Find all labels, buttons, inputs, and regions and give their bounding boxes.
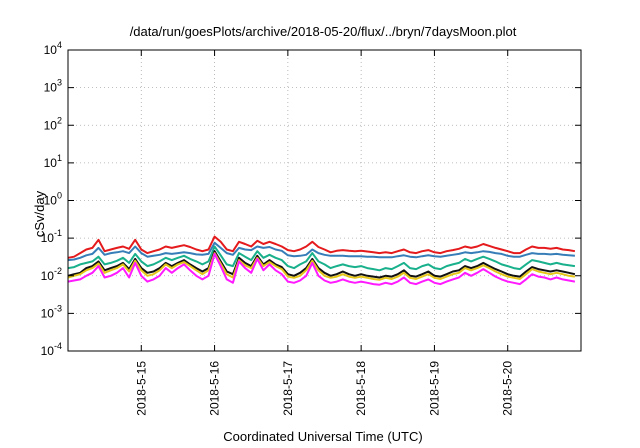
y-tick-label: 10-4 — [41, 341, 62, 358]
y-tick-label: 10-3 — [41, 303, 62, 320]
y-tick-label: 104 — [44, 40, 62, 57]
plot-frame — [67, 49, 582, 352]
x-tick-label: 2018-5-16 — [208, 361, 222, 416]
y-tick-label: 10-2 — [41, 266, 62, 283]
x-axis-label: Coordinated Universal Time (UTC) — [223, 429, 422, 444]
x-tick-label: 2018-5-18 — [354, 361, 368, 416]
grid — [68, 50, 581, 351]
y-tick-labels: 10-4 10-3 10-2 10-1 100 101 102 103 104 — [41, 40, 62, 358]
series-line-2 — [67, 241, 575, 262]
x-tick-labels: 2018-5-15 2018-5-16 2018-5-17 2018-5-18 2018… — [134, 361, 514, 416]
series-line-4 — [67, 250, 576, 279]
y-tick-label: 10-1 — [41, 228, 62, 245]
y-tick-label: 101 — [44, 153, 62, 170]
y-axis-label: cSv/day — [32, 190, 47, 237]
y-tick-label: 103 — [44, 78, 62, 95]
series-line-1 — [67, 235, 576, 259]
y-tick-label: 102 — [44, 115, 62, 132]
x-tick-label: 2018-5-19 — [427, 361, 441, 416]
series-line-3 — [67, 245, 576, 272]
y-tick-label: 100 — [44, 191, 62, 208]
x-tick-label: 2018-5-20 — [501, 361, 515, 416]
chart-title: /data/run/goesPlots/archive/2018-05-20/f… — [130, 24, 517, 39]
series-group — [67, 235, 576, 286]
series-line-6 — [67, 252, 576, 286]
x-tick-label: 2018-5-15 — [134, 361, 148, 416]
series-line-5 — [67, 252, 576, 281]
x-tick-label: 2018-5-17 — [281, 361, 295, 416]
